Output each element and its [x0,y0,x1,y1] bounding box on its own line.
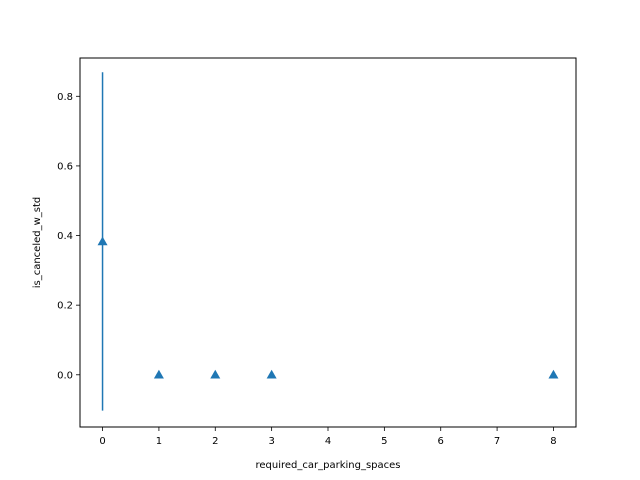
x-tick-label: 3 [268,436,274,447]
data-point-marker [548,369,559,379]
x-tick-label: 6 [438,436,444,447]
y-tick-label: 0.2 [57,301,73,312]
data-point-marker [210,369,221,379]
x-tick-label: 1 [156,436,162,447]
y-tick-label: 0.8 [57,92,73,103]
x-tick-label: 5 [381,436,387,447]
y-axis-ticks: 0.0 0.2 0.4 0.6 0.8 [57,92,80,381]
data-point-marker [97,236,108,246]
x-tick-label: 2 [212,436,218,447]
x-tick-label: 8 [550,436,556,447]
data-point-marker [153,369,164,379]
data-point-marker [266,369,277,379]
y-axis-label: is_canceled_w_std [32,197,43,289]
x-tick-label: 4 [325,436,331,447]
y-tick-label: 0.4 [57,231,73,242]
x-tick-label: 7 [494,436,500,447]
x-axis-ticks: 0 1 2 3 4 5 6 7 8 [99,427,557,447]
x-axis-label: required_car_parking_spaces [255,460,400,471]
y-tick-label: 0.0 [57,370,73,381]
y-tick-label: 0.6 [57,161,73,172]
x-tick-label: 0 [99,436,105,447]
plot-area [97,72,559,411]
